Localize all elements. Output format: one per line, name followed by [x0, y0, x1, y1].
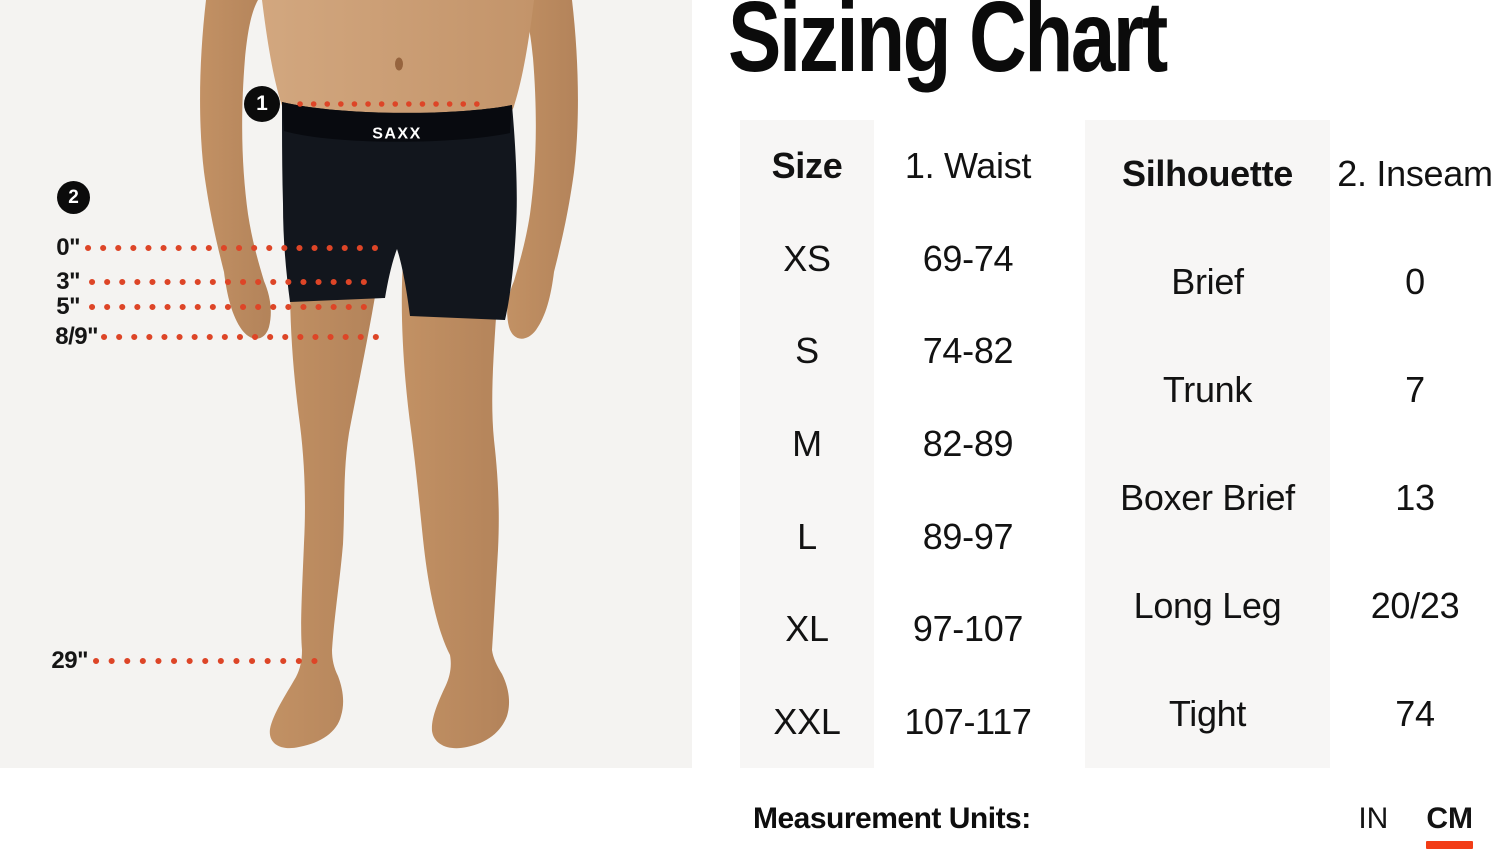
- silhouette-column-header: Silhouette: [1121, 153, 1293, 194]
- unit-cm-label: CM: [1426, 802, 1473, 835]
- brand-logo: SAXX: [372, 125, 422, 142]
- size-column-header: Size: [771, 145, 843, 187]
- size-cell: XXL: [773, 700, 841, 742]
- silhouette-cell: Tight: [1168, 693, 1247, 734]
- inseam-cell: 74: [1395, 693, 1435, 734]
- left-leg-shape: [269, 240, 380, 749]
- size-cell: L: [797, 515, 817, 557]
- model-figure: SAXX: [85, 0, 578, 749]
- waist-cell: 97-107: [912, 608, 1024, 650]
- inseam-column: 2. Inseam 0 7 13 20/23 74: [1330, 120, 1500, 768]
- waist-cell: 89-97: [922, 515, 1014, 557]
- selected-unit-underline: [1426, 841, 1473, 849]
- size-cell: M: [792, 422, 822, 464]
- waist-cell: 74-82: [922, 330, 1014, 372]
- page-title: Sizing Chart: [728, 0, 1168, 93]
- left-arm-shape: [200, 0, 271, 339]
- unit-toggle: IN CM: [1356, 804, 1475, 849]
- inseam-label-8-9in: 8/9": [55, 323, 98, 350]
- size-cell: XS: [783, 237, 831, 279]
- inseam-cell: 13: [1395, 477, 1435, 518]
- silhouette-cell: Trunk: [1162, 369, 1253, 410]
- unit-in-button[interactable]: IN: [1356, 804, 1390, 834]
- unit-in-label: IN: [1358, 802, 1389, 835]
- boxer-briefs-shape: [282, 102, 517, 320]
- inseam-column-header: 2. Inseam: [1337, 153, 1493, 194]
- waist-cell: 69-74: [922, 237, 1014, 279]
- size-column: Size XS S M L XL XXL: [740, 120, 874, 768]
- inseam-cell: 7: [1405, 369, 1425, 410]
- waist-cell: 107-117: [904, 700, 1032, 742]
- silhouette-cell: Brief: [1171, 261, 1244, 302]
- waist-cell: 82-89: [922, 422, 1014, 464]
- waistband-shape: [282, 102, 512, 142]
- inseam-label-5in: 5": [56, 293, 80, 320]
- silhouette-inseam-table: Silhouette Brief Trunk Boxer Brief Long …: [1085, 120, 1500, 768]
- waist-column-header: 1. Waist: [904, 145, 1032, 187]
- navel: [395, 57, 403, 71]
- waist-marker-badge: 1: [244, 86, 280, 122]
- measurement-units-label: Measurement Units:: [753, 802, 1031, 835]
- outseam-label-29in: 29": [51, 647, 88, 674]
- right-arm-shape: [507, 0, 578, 339]
- photo-panel: SAXX 1 2 0" 3" 5" 8/9" 29": [0, 0, 692, 768]
- inseam-label-0in: 0": [56, 234, 80, 261]
- size-cell: S: [795, 330, 819, 372]
- silhouette-cell: Boxer Brief: [1120, 477, 1295, 518]
- silhouette-cell: Long Leg: [1133, 585, 1282, 626]
- size-waist-table: Size XS S M L XL XXL 1. Waist 69-74 74-8…: [740, 120, 1062, 768]
- unit-cm-button[interactable]: CM: [1424, 804, 1475, 849]
- inseam-cell: 20/23: [1370, 585, 1460, 626]
- inseam-label-3in: 3": [56, 268, 80, 295]
- inseam-marker-badge: 2: [57, 181, 90, 214]
- waist-column: 1. Waist 69-74 74-82 82-89 89-97 97-107 …: [874, 120, 1062, 768]
- silhouette-column: Silhouette Brief Trunk Boxer Brief Long …: [1085, 120, 1330, 768]
- inseam-cell: 0: [1405, 261, 1425, 302]
- right-leg-shape: [401, 241, 510, 749]
- size-cell: XL: [785, 608, 829, 650]
